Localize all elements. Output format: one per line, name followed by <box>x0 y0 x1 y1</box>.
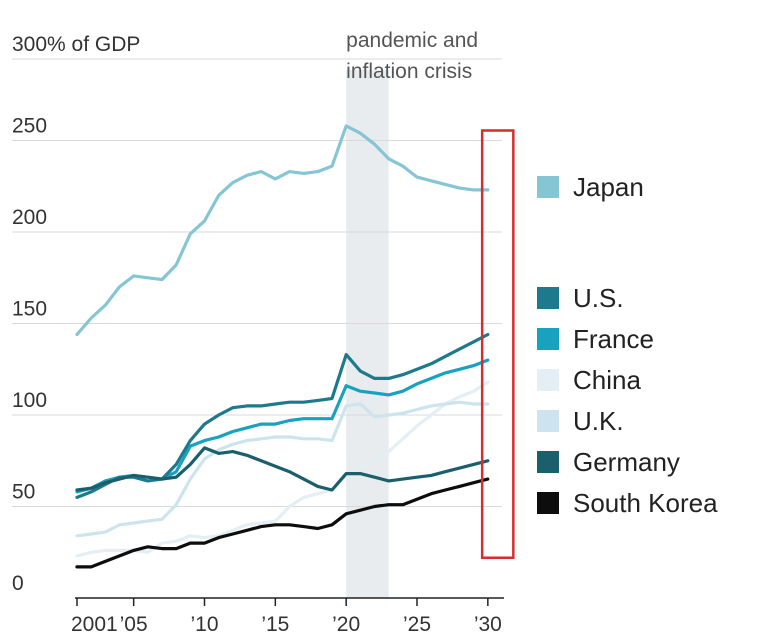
x-axis-ticks: 2001’05 ’10 ’15 ’20 ’25 ’30 <box>71 598 502 636</box>
legend-item: Japan <box>537 172 644 202</box>
gridlines <box>12 58 502 507</box>
band-label-line: pandemic and <box>346 29 478 52</box>
x-tick-label: ’25 <box>403 613 431 636</box>
legend-label: U.S. <box>573 283 624 313</box>
x-tick-label: ’10 <box>190 613 218 636</box>
legend-swatch <box>537 369 559 391</box>
unit-label: 300% of GDP <box>12 33 140 56</box>
legend-label: Germany <box>573 447 680 477</box>
x-tick-label: ’20 <box>332 613 360 636</box>
y-axis-ticks: 0 50 100 150 200 250 <box>12 115 47 596</box>
y-tick-label: 50 <box>12 481 35 504</box>
legend-label: France <box>573 324 654 354</box>
legend-item: U.K. <box>537 406 624 436</box>
legend-item: France <box>537 324 654 354</box>
x-tick-label: ’30 <box>474 613 502 636</box>
legend-label: U.K. <box>573 406 624 436</box>
legend-swatch <box>537 410 559 432</box>
y-tick-label: 150 <box>12 298 47 321</box>
band-label: pandemic and inflation crisis <box>346 29 478 83</box>
legend-item: Germany <box>537 447 680 477</box>
legend-swatch <box>537 451 559 473</box>
x-tick-label: ’05 <box>120 613 148 636</box>
pandemic-band <box>346 70 389 598</box>
series-line-japan <box>75 124 490 337</box>
series-line-south-korea <box>75 477 490 569</box>
legend-swatch <box>537 176 559 198</box>
band-label-line: inflation crisis <box>346 60 472 83</box>
x-tick-label: ’15 <box>261 613 289 636</box>
series-lines <box>75 124 490 569</box>
y-tick-label: 200 <box>12 206 47 229</box>
y-tick-label: 0 <box>12 572 24 595</box>
highlight-box <box>480 129 515 559</box>
legend-swatch <box>537 328 559 350</box>
legend-label: South Korea <box>573 488 718 518</box>
series-line-france <box>75 358 490 494</box>
legend: Japan U.S. France China U.K. Germany South Kor… <box>537 172 718 518</box>
series-line-china <box>75 380 490 558</box>
y-tick-label: 250 <box>12 115 47 138</box>
legend-label: Japan <box>573 172 644 202</box>
legend-item: U.S. <box>537 283 624 313</box>
series-line-u-s- <box>75 332 490 499</box>
series-line-germany <box>75 446 490 492</box>
legend-swatch <box>537 287 559 309</box>
legend-item: South Korea <box>537 488 718 518</box>
legend-item: China <box>537 365 641 395</box>
legend-label: China <box>573 365 641 395</box>
legend-swatch <box>537 492 559 514</box>
series-line-u-k- <box>75 400 490 538</box>
y-tick-label: 100 <box>12 389 47 412</box>
x-tick-label: 2001 <box>71 613 118 636</box>
